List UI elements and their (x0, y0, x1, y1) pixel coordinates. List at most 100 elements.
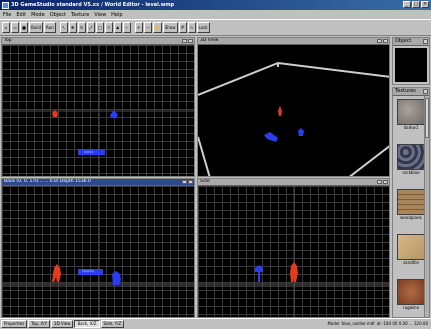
menu-texture[interactable]: Texture (70, 11, 90, 18)
viewport-maximize-button[interactable] (182, 180, 187, 184)
viewport-close-button[interactable] (188, 180, 193, 184)
back-viewport-canvas[interactable] (2, 186, 194, 317)
cube-icon: □ (97, 25, 102, 30)
select-tool-button[interactable]: ↖ (59, 22, 68, 33)
zoom-out-icon: − (146, 25, 150, 30)
tab-top-view[interactable]: Top, X/Y (28, 320, 51, 328)
scrollbar-thumb[interactable] (425, 98, 429, 138)
magnet-icon: ∩ (190, 25, 193, 30)
player-model-icon[interactable] (278, 106, 282, 116)
top-viewport-canvas[interactable] (2, 45, 194, 176)
panel-close-button[interactable] (423, 89, 428, 94)
textures-panel-header: Textures (393, 88, 429, 96)
scale-icon: ⤢ (89, 25, 93, 30)
save-icon: ■ (22, 25, 26, 30)
add-block-button[interactable]: □ (95, 22, 104, 33)
room-ceiling-edge (198, 61, 389, 96)
textures-scrollbar[interactable] (424, 96, 429, 317)
tab-properties[interactable]: Properties (1, 320, 28, 328)
menu-help[interactable]: Help (111, 11, 123, 18)
back-viewport[interactable]: Back (0, 0, 170... ... 0.0) Depth 1536.0 (1, 178, 195, 318)
build-button[interactable]: Build (29, 22, 44, 33)
texture-name: woodplank (400, 215, 422, 220)
side-viewport-canvas[interactable] (198, 186, 389, 317)
maximize-button[interactable]: □ (412, 1, 420, 8)
object-preview (395, 48, 427, 82)
viewport-header: Top (2, 38, 194, 45)
path-icon: ⌁ (125, 25, 128, 30)
tab-side-view[interactable]: Side, Y/Z (100, 320, 125, 328)
texture-swatch (397, 189, 425, 215)
enemy-model-icon[interactable] (112, 271, 121, 285)
room-floor-edge-left (198, 136, 211, 176)
side-viewport[interactable]: Side (197, 178, 390, 318)
app-icon (2, 1, 9, 9)
top-viewport[interactable]: Top (1, 37, 195, 177)
add-light-button[interactable]: ☼ (104, 22, 113, 33)
3d-viewport[interactable]: 3D View (197, 37, 390, 177)
viewport-maximize-button[interactable] (182, 39, 187, 43)
save-file-button[interactable]: ■ (20, 22, 28, 33)
lock-button[interactable]: Lock (196, 22, 210, 33)
object-panel-header: Object (393, 38, 429, 46)
texture-item[interactable]: rugwine (397, 279, 425, 311)
texture-swatch (397, 144, 425, 170)
rotate-tool-button[interactable]: ↻ (77, 22, 86, 33)
run-button[interactable]: Run (44, 22, 56, 33)
object-panel: Object (392, 37, 430, 85)
add-model-button[interactable]: ♟ (113, 22, 122, 33)
folder-icon: ▭ (13, 25, 17, 30)
viewport-close-button[interactable] (383, 39, 388, 43)
new-file-button[interactable]: ▫ (2, 22, 10, 33)
window-title: 3D GameStudio standard V5.xx / World Edi… (11, 2, 175, 8)
texture-item[interactable]: rockblue (397, 144, 425, 176)
enemy-model-icon[interactable] (255, 265, 263, 282)
zoom-out-button[interactable]: − (143, 22, 152, 33)
player-model-icon[interactable] (52, 264, 61, 282)
enemy-model-icon[interactable] (298, 128, 304, 136)
back-viewport-scene (2, 186, 194, 317)
snap-button[interactable]: ∩ (187, 22, 196, 33)
show-button[interactable]: Show (162, 22, 178, 33)
move-tool-button[interactable]: ✥ (68, 22, 77, 33)
viewport-header: 3D View (198, 38, 389, 45)
texture-item[interactable]: woodplank (397, 189, 425, 221)
menu-object[interactable]: Object (49, 11, 66, 18)
rotate-icon: ↻ (80, 25, 84, 30)
viewport-title: Back (0, 0, 170... ... 0.0) Depth 1536.0 (4, 179, 91, 184)
cursor-icon: ↖ (62, 25, 66, 30)
player-model-icon[interactable] (290, 262, 298, 282)
texture-item[interactable]: darkw1 (397, 99, 425, 131)
menu-edit[interactable]: Edit (16, 11, 27, 18)
3d-viewport-canvas[interactable] (198, 45, 389, 176)
player-model-icon[interactable] (52, 110, 58, 117)
viewport-header: Back (0, 0, 170... ... 0.0) Depth 1536.0 (2, 179, 194, 186)
add-path-button[interactable]: ⌁ (122, 22, 131, 33)
lying-enemy-highlight (82, 270, 94, 272)
grid-button[interactable]: # (178, 22, 187, 33)
tab-3d-view[interactable]: 3D View (51, 320, 74, 328)
texture-item[interactable]: sandtile (397, 234, 425, 266)
panel-close-button[interactable] (423, 39, 428, 44)
scale-tool-button[interactable]: ⤢ (86, 22, 95, 33)
open-file-button[interactable]: ▭ (11, 22, 19, 33)
viewport-close-button[interactable] (383, 180, 388, 184)
menu-mode[interactable]: Mode (31, 11, 45, 18)
lying-enemy-model-icon[interactable] (264, 132, 278, 142)
texture-name: rugwine (402, 305, 420, 310)
menu-file[interactable]: File (3, 11, 12, 18)
enemy-model-icon[interactable] (110, 110, 118, 118)
viewport-maximize-button[interactable] (377, 39, 382, 43)
title-bar: 3D GameStudio standard V5.xx / World Edi… (0, 0, 431, 10)
tab-back-view[interactable]: Back, X/Z (74, 320, 100, 328)
hand-tool-button[interactable]: ✋ (152, 22, 162, 33)
viewport-maximize-button[interactable] (377, 180, 382, 184)
texture-swatch (397, 234, 425, 260)
minimize-button[interactable]: _ (403, 1, 411, 8)
toolbar: ▫ ▭ ■ Build Run ↖ ✥ ↻ ⤢ □ ☼ ♟ ⌁ + − ✋ Sh… (0, 19, 431, 36)
zoom-in-button[interactable]: + (134, 22, 143, 33)
viewport-close-button[interactable] (188, 39, 193, 43)
menu-view[interactable]: View (94, 11, 107, 18)
close-button[interactable]: × (421, 1, 429, 8)
window-controls: _ □ × (403, 1, 429, 8)
